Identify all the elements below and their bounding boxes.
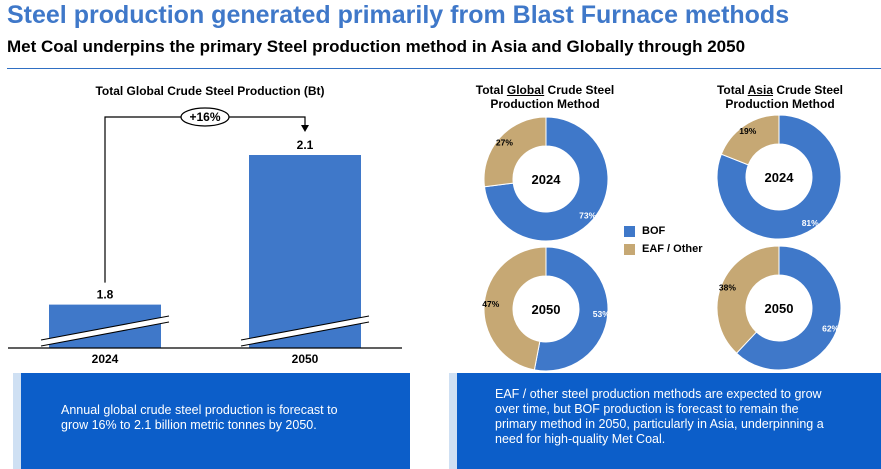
right-panel-text: EAF / other steel production methods are… [495,387,824,446]
axis-break-line [240,315,370,341]
left-info-panel: Annual global crude steel production is … [21,373,410,469]
left-panel-accent [13,373,21,469]
legend-label-eaf: EAF / Other [642,243,703,255]
asia-title-part-3: Crude Steel [773,83,844,97]
bar-value-label-2024: 1.8 [97,288,114,302]
right-panel-accent [449,373,457,469]
donut-asia-2024: 81% 19% 2024 [716,114,842,240]
growth-oval [180,107,230,127]
donut-slice-eaf [483,246,547,371]
global-title-part-1: Total [475,83,507,97]
legend-item-eaf: EAF / Other [624,243,703,255]
donut-slice-eaf [716,245,780,354]
bar-2050 [249,155,361,348]
axis-break-line [40,315,170,341]
donut-slice-label-eaf: 19% [739,126,756,136]
donut-slice-label-bof: 73% [579,211,596,221]
legend-label-bof: BOF [642,225,666,237]
donut-slice-label-bof: 53% [593,309,610,319]
bar-chart-title: Total Global Crude Steel Production (Bt) [95,84,325,98]
axis-break-band [241,316,369,346]
donut-slice-bof [483,116,609,242]
global-donut-title: Total Global Crude Steel Production Meth… [455,83,635,111]
donut-slice-eaf [720,114,780,166]
axis-break-line [40,321,170,347]
growth-arrowhead [301,125,309,132]
legend-item-bof: BOF [624,225,665,237]
x-tick-label-2024: 2024 [92,352,119,366]
right-info-panel: EAF / other steel production methods are… [457,373,881,469]
bar-chart: 1.8 2.1 2024 2050 +16% [8,107,402,366]
axis-break-line [240,321,370,347]
global-title-part-2: Global [506,83,545,97]
donut-slice-label-eaf: 38% [719,283,736,293]
donut-slice-bof [716,114,842,240]
donut-asia-2050: 62% 38% 2050 [716,245,842,371]
axis-break-2050 [240,315,370,347]
donut-slice-label-bof: 81% [802,218,819,228]
legend-swatch-eaf [624,243,635,255]
donut-slice-label-eaf: 27% [496,137,513,147]
donut-center-label: 2050 [532,302,561,317]
growth-label: +16% [189,110,220,124]
page-subtitle: Met Coal underpins the primary Steel pro… [7,37,746,56]
donut-slice-bof [735,245,842,371]
donut-global-2024: 73% 27% 2024 [483,116,609,242]
x-tick-label-2050: 2050 [292,352,319,366]
donut-center-label: 2024 [765,170,795,185]
donut-slice-label-bof: 62% [822,323,839,333]
asia-donut-title: Total Asia Crude Steel Production Method [690,83,870,111]
asia-title-part-4: Production Method [725,97,835,111]
asia-title-part-1: Total [716,83,748,97]
donut-slice-bof [533,246,609,372]
donut-center-label: 2024 [532,172,562,187]
legend-swatch-bof [624,225,635,237]
axis-break-2024 [40,315,170,347]
donut-center-label: 2050 [765,301,794,316]
left-panel-text: Annual global crude steel production is … [61,403,338,432]
axis-break-band [41,316,169,346]
asia-title-part-2: Asia [747,83,773,97]
donut-global-2050: 53% 47% 2050 [482,246,610,372]
global-title-part-3: Crude Steel [544,83,615,97]
global-title-part-4: Production Method [490,97,600,111]
header-divider [7,68,881,69]
donut-slice-label-eaf: 47% [482,299,499,309]
donut-slice-eaf [483,116,547,188]
bar-value-label-2050: 2.1 [297,138,314,152]
page-title: Steel production generated primarily fro… [7,1,790,29]
